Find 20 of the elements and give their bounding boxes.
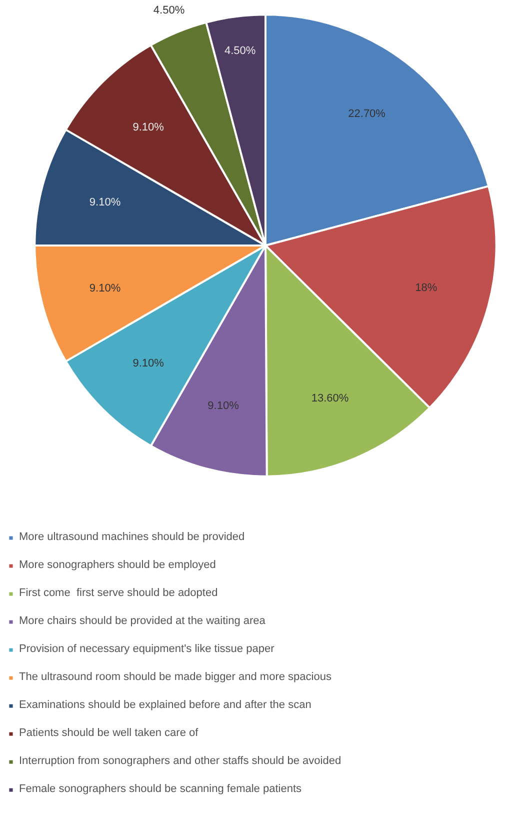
data-label: 9.10% bbox=[89, 196, 121, 208]
legend-label: More sonographers should be employed bbox=[19, 558, 216, 573]
data-label: 9.10% bbox=[132, 357, 164, 370]
legend-label: Female sonographers should be scanning female patients bbox=[19, 782, 302, 797]
legend-label: More chairs should be provided at the waiting area bbox=[19, 614, 266, 629]
data-label: 9.10% bbox=[132, 122, 164, 134]
legend-label: First come first serve should be adopted bbox=[19, 586, 218, 601]
legend-label: More ultrasound machines should be provided bbox=[19, 530, 245, 545]
legend-label: Patients should be well taken care of bbox=[19, 726, 198, 741]
legend-label: Examinations should be explained before and after the scan bbox=[19, 698, 312, 713]
data-label: 18% bbox=[415, 282, 438, 294]
data-label: 13.60% bbox=[311, 392, 349, 405]
data-label: 4.50% bbox=[153, 4, 185, 17]
legend-label: Interruption from sonographers and other staffs should be avoided bbox=[19, 754, 342, 769]
data-label: 9.10% bbox=[208, 400, 240, 412]
data-label: 9.10% bbox=[89, 282, 121, 295]
legend-label: The ultrasound room should be made bigger and more spacious bbox=[19, 670, 332, 685]
data-label: 22.70% bbox=[348, 108, 386, 120]
legend-label: Provision of necessary equipment's like tissue paper bbox=[19, 642, 274, 657]
data-label: 4.50% bbox=[224, 44, 256, 57]
